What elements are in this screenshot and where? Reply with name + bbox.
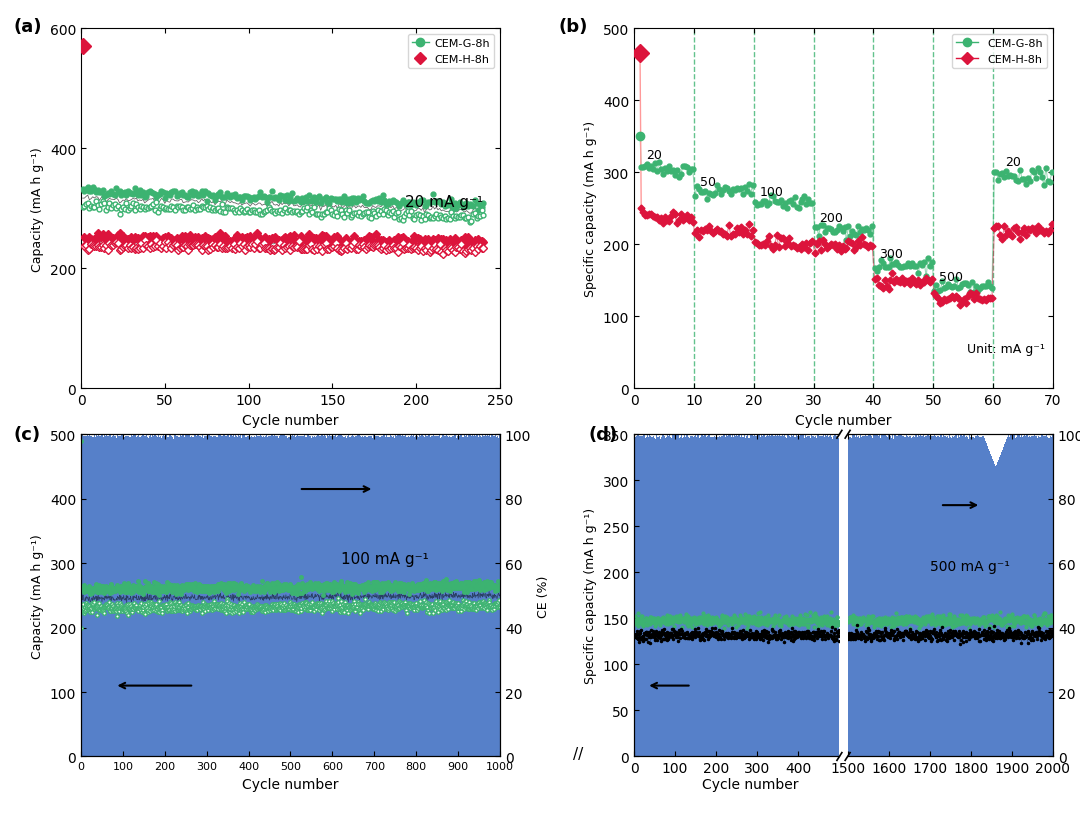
Text: 200: 200 [820,212,843,225]
Text: 300: 300 [879,248,903,261]
Text: (b): (b) [558,18,588,37]
Y-axis label: Specific capacity (mA h g⁻¹): Specific capacity (mA h g⁻¹) [584,507,597,684]
Text: Cycle number: Cycle number [702,777,799,792]
X-axis label: Cycle number: Cycle number [795,413,892,427]
Legend: CEM-G-8h, CEM-H-8h: CEM-G-8h, CEM-H-8h [407,35,495,69]
Text: 50: 50 [700,176,716,189]
Text: (a): (a) [14,18,42,37]
Y-axis label: Capacity (mA h g⁻¹): Capacity (mA h g⁻¹) [31,146,44,272]
Text: //: // [572,747,583,762]
Text: 500: 500 [940,271,963,284]
Legend: CEM-G-8h, CEM-H-8h: CEM-G-8h, CEM-H-8h [951,35,1048,69]
Y-axis label: Specific capacity (mA h g⁻¹): Specific capacity (mA h g⁻¹) [584,121,597,297]
Text: 100: 100 [759,186,784,199]
Text: Unit: mA g⁻¹: Unit: mA g⁻¹ [967,343,1044,356]
Text: 500 mA g⁻¹: 500 mA g⁻¹ [930,559,1010,573]
Text: 20 mA g⁻¹: 20 mA g⁻¹ [405,194,483,209]
Text: 20: 20 [646,149,662,161]
Text: (d): (d) [589,425,618,443]
Text: (c): (c) [14,425,41,443]
X-axis label: Cycle number: Cycle number [242,777,339,791]
X-axis label: Cycle number: Cycle number [242,413,339,427]
Y-axis label: Capacity (mA h g⁻¹): Capacity (mA h g⁻¹) [31,533,44,658]
Text: 20: 20 [1005,155,1021,169]
Y-axis label: CE (%): CE (%) [537,574,550,617]
Text: 100 mA g⁻¹: 100 mA g⁻¹ [341,552,429,567]
